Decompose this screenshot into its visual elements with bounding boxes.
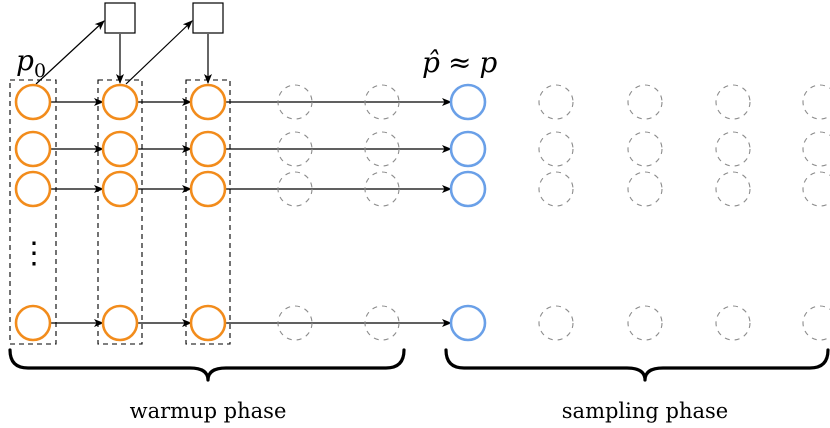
ghost-node-sampling-row2-col1	[538, 131, 574, 167]
ghost-node-sampling-row2-col3	[715, 131, 751, 167]
ghost-node-warmup-row3-col1	[277, 171, 313, 207]
warmup-node-row3-col2	[101, 170, 139, 208]
sampling-phase-label: sampling phase	[562, 399, 728, 423]
warmup-node-row4-col2	[101, 304, 139, 342]
warmup-node-row4-col1	[14, 304, 52, 342]
ghost-node-sampling-row3-col1	[538, 171, 574, 207]
warmup-node-row3-col3	[189, 170, 227, 208]
ghost-node-sampling-row4-col1	[538, 305, 574, 341]
update-box-2	[192, 2, 224, 34]
column-group-initial	[9, 79, 57, 345]
warmup-node-row3-col1	[14, 170, 52, 208]
ghost-node-warmup-row2-col1	[277, 131, 313, 167]
ghost-node-sampling-row1-col1	[538, 84, 574, 120]
ghost-node-warmup-row4-col2	[364, 305, 400, 341]
update-box-1	[104, 2, 136, 34]
column-group-step-1	[97, 79, 143, 345]
ghost-node-warmup-row1-col1	[277, 84, 313, 120]
warmup-brace	[8, 348, 406, 382]
vertical-ellipsis: ⋮	[19, 236, 49, 271]
target-node-row2	[449, 130, 487, 168]
warmup-node-row2-col1	[14, 130, 52, 168]
ghost-node-warmup-row1-col2	[364, 84, 400, 120]
ghost-node-sampling-row2-col4	[802, 131, 830, 167]
warmup-node-row1-col3	[189, 83, 227, 121]
ghost-node-warmup-row3-col2	[364, 171, 400, 207]
warmup-node-row2-col2	[101, 130, 139, 168]
ghost-node-sampling-row3-col3	[715, 171, 751, 207]
ghost-node-sampling-row4-col2	[627, 305, 663, 341]
arrow-to-box-1	[35, 20, 105, 85]
ghost-node-sampling-row4-col3	[715, 305, 751, 341]
target-node-row1	[449, 83, 487, 121]
ghost-node-sampling-row1-col2	[627, 84, 663, 120]
initial-distribution-label: p0	[16, 44, 46, 82]
warmup-phase-label: warmup phase	[130, 399, 287, 423]
warmup-node-row1-col1	[14, 83, 52, 121]
ghost-node-sampling-row4-col4	[802, 305, 830, 341]
ghost-node-warmup-row4-col1	[277, 305, 313, 341]
ghost-node-sampling-row1-col4	[802, 84, 830, 120]
warmup-node-row1-col2	[101, 83, 139, 121]
target-node-row4	[449, 304, 487, 342]
ghost-node-sampling-row3-col4	[802, 171, 830, 207]
ghost-node-sampling-row3-col2	[627, 171, 663, 207]
ghost-node-sampling-row1-col3	[715, 84, 751, 120]
column-group-step-2	[185, 79, 231, 345]
chain-rows	[14, 83, 830, 342]
warmup-node-row4-col3	[189, 304, 227, 342]
arrow-to-box-2	[125, 20, 193, 85]
approximation-label: p̂ ≈ p	[422, 46, 497, 79]
target-node-row3	[449, 170, 487, 208]
sampling-brace	[444, 348, 830, 382]
warmup-node-row2-col3	[189, 130, 227, 168]
ghost-node-sampling-row2-col2	[627, 131, 663, 167]
ghost-node-warmup-row2-col2	[364, 131, 400, 167]
